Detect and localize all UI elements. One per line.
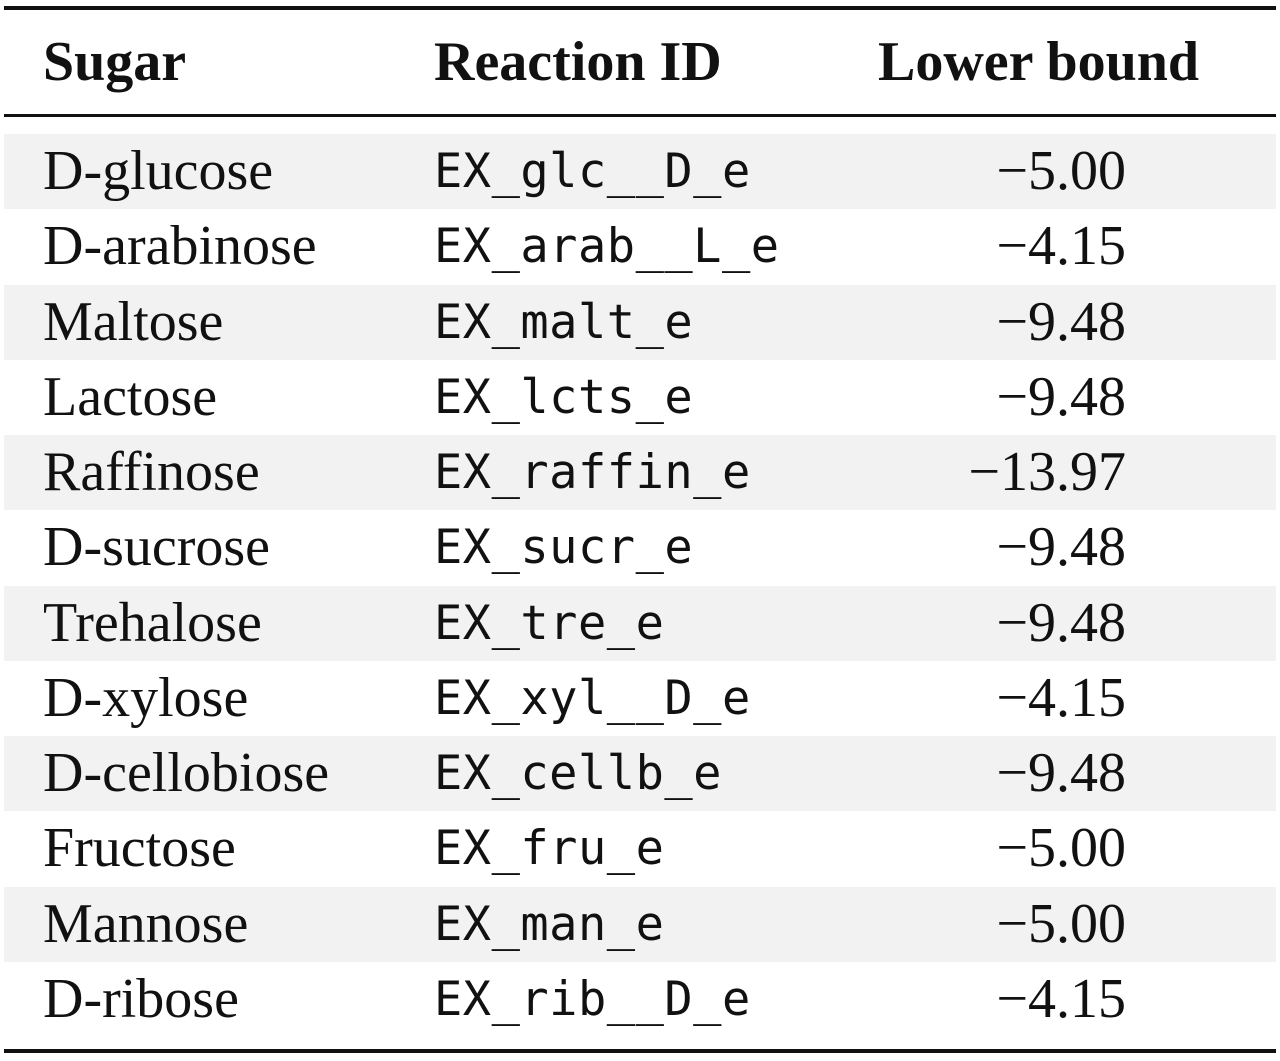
table-row: D-xylose EX_xyl__D_e −4.15 (4, 661, 1276, 736)
table-header: Sugar Reaction ID Lower bound (0, 10, 1280, 114)
cell-reaction-id: EX_rib__D_e (434, 971, 751, 1027)
table-row: D-arabinose EX_arab__L_e −4.15 (4, 209, 1276, 284)
cell-lower-bound: −13.97 (968, 441, 1126, 503)
table-row: Maltose EX_malt_e −9.48 (4, 284, 1276, 360)
table-row: D-glucose EX_glc__D_e −5.00 (4, 134, 1276, 210)
cell-sugar: Lactose (43, 365, 218, 428)
cell-lower-bound: −5.00 (996, 817, 1126, 880)
cell-reaction-id: EX_xyl__D_e (434, 670, 751, 726)
cell-lower-bound: −9.48 (996, 290, 1126, 353)
table-row: Mannose EX_man_e −5.00 (4, 886, 1276, 962)
header-reaction-id: Reaction ID (434, 31, 722, 93)
cell-reaction-id: EX_arab__L_e (434, 219, 780, 275)
cell-lower-bound: −9.48 (996, 742, 1126, 804)
table-row: Fructose EX_fru_e −5.00 (4, 811, 1276, 886)
header-sugar: Sugar (43, 31, 187, 93)
cell-sugar: Raffinose (43, 441, 260, 503)
table-row: D-sucrose EX_sucr_e −9.48 (4, 510, 1276, 585)
table-row: D-cellobiose EX_cellb_e −9.48 (4, 736, 1276, 812)
cell-lower-bound: −5.00 (996, 140, 1126, 202)
cell-lower-bound: −9.48 (996, 591, 1126, 654)
cell-sugar: Maltose (43, 290, 224, 353)
table-header-rule (4, 114, 1276, 117)
table-row: Raffinose EX_raffin_e −13.97 (4, 435, 1276, 511)
cell-sugar: D-arabinose (43, 215, 317, 278)
cell-sugar: Trehalose (43, 591, 262, 654)
cell-reaction-id: EX_cellb_e (434, 746, 722, 801)
cell-sugar: D-sucrose (43, 516, 271, 579)
cell-reaction-id: EX_fru_e (434, 821, 665, 877)
cell-sugar: D-glucose (43, 140, 274, 202)
cell-reaction-id: EX_man_e (434, 896, 665, 952)
cell-sugar: Mannose (43, 892, 249, 955)
cell-reaction-id: EX_malt_e (434, 294, 694, 350)
cell-sugar: Fructose (43, 817, 236, 880)
cell-lower-bound: −4.15 (996, 967, 1126, 1030)
cell-lower-bound: −4.15 (996, 215, 1126, 278)
cell-reaction-id: EX_raffin_e (434, 445, 751, 500)
cell-lower-bound: −9.48 (996, 365, 1126, 428)
cell-reaction-id: EX_sucr_e (434, 520, 694, 576)
table-row: D-ribose EX_rib__D_e −4.15 (4, 962, 1276, 1037)
cell-lower-bound: −9.48 (996, 516, 1126, 579)
cell-sugar: D-cellobiose (43, 742, 330, 804)
cell-reaction-id: EX_glc__D_e (434, 144, 751, 199)
cell-sugar: D-ribose (43, 967, 239, 1030)
cell-lower-bound: −4.15 (996, 666, 1126, 729)
table-top-rule (4, 6, 1276, 10)
header-lower-bound: Lower bound (878, 31, 1200, 93)
table-row: Lactose EX_lcts_e −9.48 (4, 360, 1276, 435)
table-row: Trehalose EX_tre_e −9.48 (4, 585, 1276, 661)
table-body: D-glucose EX_glc__D_e −5.00 D-arabinose EX_a… (4, 134, 1276, 1037)
cell-reaction-id: EX_tre_e (434, 595, 665, 651)
cell-sugar: D-xylose (43, 666, 249, 729)
table-bottom-rule (4, 1049, 1276, 1053)
cell-reaction-id: EX_lcts_e (434, 369, 694, 425)
cell-lower-bound: −5.00 (996, 892, 1126, 955)
